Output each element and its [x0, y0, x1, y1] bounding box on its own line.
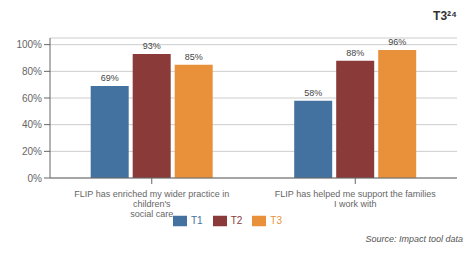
- svg-text:88%: 88%: [346, 48, 364, 58]
- svg-text:85%: 85%: [185, 52, 203, 62]
- svg-text:FLIP has helped me support the: FLIP has helped me support the familiesI…: [275, 189, 436, 209]
- svg-text:58%: 58%: [304, 88, 322, 98]
- svg-text:93%: 93%: [143, 41, 161, 51]
- svg-text:0%: 0%: [28, 173, 43, 184]
- svg-text:69%: 69%: [101, 73, 119, 83]
- svg-text:FLIP has enriched my wider pra: FLIP has enriched my wider practice inch…: [74, 189, 229, 219]
- svg-text:100%: 100%: [16, 39, 42, 50]
- svg-text:60%: 60%: [22, 93, 42, 104]
- svg-text:40%: 40%: [22, 119, 42, 130]
- svg-text:96%: 96%: [388, 37, 406, 47]
- svg-text:20%: 20%: [22, 146, 42, 157]
- svg-text:80%: 80%: [22, 66, 42, 77]
